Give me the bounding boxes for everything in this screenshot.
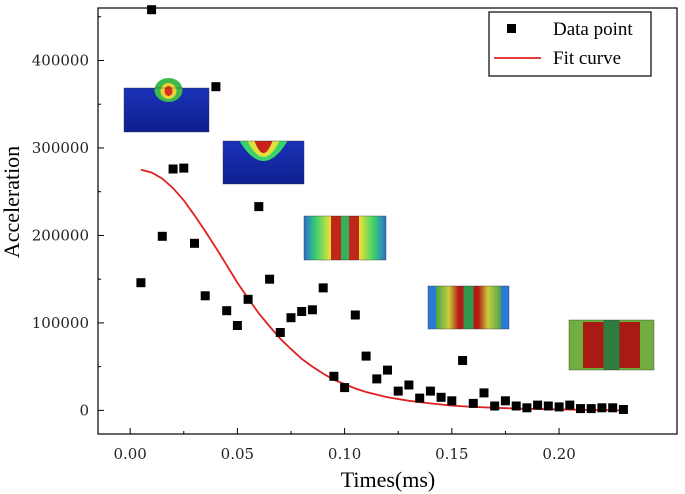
inset-stress-column — [603, 320, 620, 370]
legend-label-data-point: Data point — [553, 19, 633, 40]
data-point — [522, 403, 532, 413]
data-point — [168, 164, 178, 174]
data-point — [136, 278, 146, 288]
inset-stress-column — [341, 216, 349, 260]
x-tick-label: 0.20 — [542, 445, 575, 463]
inset-stress-core — [254, 141, 273, 153]
legend-label-fit-curve: Fit curve — [553, 48, 621, 69]
inset-border — [427, 285, 510, 330]
data-point — [286, 313, 296, 323]
y-axis-title: Acceleration — [0, 146, 24, 258]
data-point — [425, 386, 435, 396]
legend-box — [488, 11, 652, 77]
data-point — [147, 5, 157, 15]
data-point — [232, 321, 242, 330]
data-point — [222, 306, 232, 316]
data-point — [361, 351, 371, 361]
legend: Data point Fit curve — [488, 11, 652, 77]
data-point — [404, 380, 414, 390]
stress-snapshot-2 — [222, 140, 305, 185]
data-point — [200, 291, 210, 301]
data-point — [297, 307, 307, 316]
stress-snapshot-5 — [568, 319, 655, 371]
data-point — [436, 392, 446, 402]
data-point — [608, 403, 618, 413]
data-point — [275, 328, 285, 337]
data-point — [554, 402, 564, 412]
data-point — [243, 294, 253, 304]
inset-stress-core — [164, 86, 173, 96]
x-tick-label: 0.10 — [328, 445, 361, 463]
data-point — [511, 401, 521, 411]
inset-border — [303, 215, 387, 261]
data-point — [447, 396, 457, 406]
inset-border — [222, 140, 305, 185]
data-point — [415, 393, 425, 403]
data-point — [340, 383, 350, 393]
x-tick-label: 0.00 — [113, 445, 146, 463]
data-point — [565, 400, 575, 410]
data-point — [576, 404, 585, 414]
data-point — [329, 371, 339, 381]
stress-snapshot-4 — [427, 285, 510, 330]
data-point — [383, 365, 392, 375]
x-tick-label: 0.15 — [435, 445, 468, 463]
inset-border — [568, 319, 655, 371]
data-points-layer — [136, 5, 628, 414]
data-point — [372, 374, 382, 384]
data-point — [468, 398, 478, 408]
data-point — [157, 231, 167, 241]
data-point — [190, 238, 199, 248]
data-point — [543, 401, 553, 411]
data-point — [318, 283, 328, 293]
stress-snapshots — [123, 78, 655, 371]
plot-frame — [97, 7, 678, 435]
plot-border — [97, 7, 678, 435]
data-point — [490, 401, 500, 411]
axis-ticks — [98, 16, 560, 434]
stress-snapshot-1 — [123, 78, 210, 133]
y-tick-label: 400000 — [32, 51, 89, 69]
data-point — [307, 305, 317, 315]
data-point — [393, 386, 403, 396]
fit-curve-line — [140, 168, 624, 412]
x-tick-label: 0.05 — [221, 445, 254, 463]
data-point — [265, 274, 275, 284]
legend-marker-square — [507, 24, 516, 33]
data-point — [458, 356, 468, 365]
data-point — [533, 400, 543, 410]
y-tick-label: 200000 — [32, 226, 89, 244]
y-tick-label: 0 — [79, 401, 89, 419]
inset-border — [123, 87, 210, 133]
y-tick-label: 300000 — [32, 139, 89, 157]
tick-labels: 0.00 0.05 0.10 0.15 0.20 0 100000 200000 300000 4… — [32, 51, 576, 463]
inset-stress-column — [463, 286, 474, 329]
data-point — [479, 388, 489, 398]
data-point — [350, 310, 360, 320]
y-tick-label: 100000 — [32, 314, 89, 332]
data-point — [618, 405, 628, 414]
data-point — [586, 404, 596, 414]
data-point — [211, 82, 221, 92]
data-point — [179, 163, 189, 173]
data-point — [597, 403, 607, 413]
data-point — [500, 396, 510, 406]
stress-snapshot-3 — [303, 215, 387, 261]
data-point — [254, 202, 264, 212]
x-axis-title: Times(ms) — [341, 467, 436, 492]
fit-curve-layer — [140, 168, 624, 412]
